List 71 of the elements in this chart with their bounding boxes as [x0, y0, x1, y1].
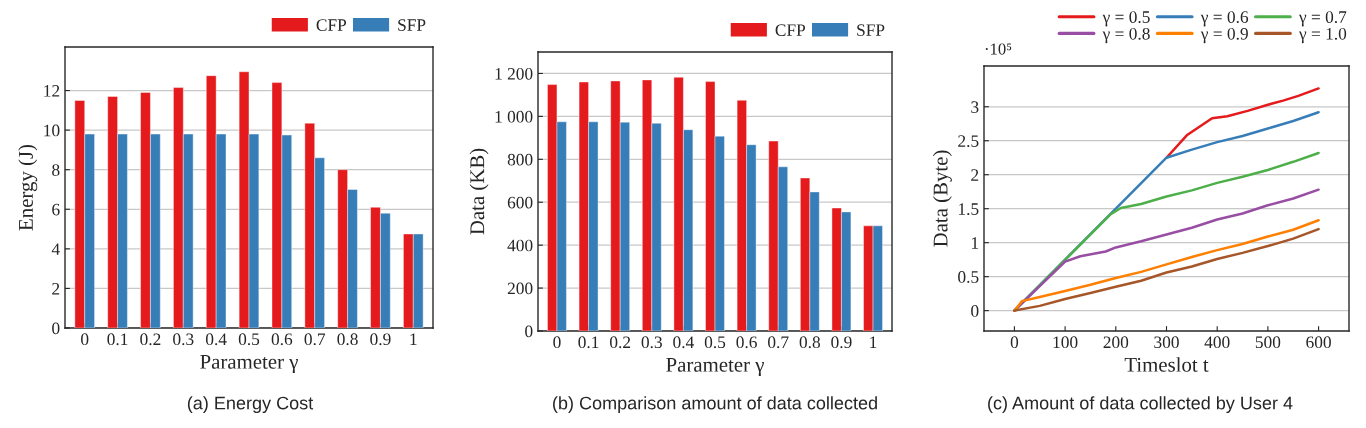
x-tick-label: 0.1 [578, 336, 599, 349]
legend-label: γ = 0.9 [1200, 27, 1248, 44]
x-tick-label: 0.8 [337, 333, 358, 346]
x-tick-label: 100 [1053, 336, 1078, 349]
x-tick-label: 0.9 [370, 333, 391, 346]
y-tick-label: 400 [507, 239, 533, 252]
x-tick-label: 200 [1103, 336, 1129, 349]
x-tick-label: 0 [81, 333, 89, 346]
y-tick-label: 0 [525, 325, 533, 338]
y-tick-label: 800 [507, 153, 533, 166]
y-tick-label: 1.5 [958, 203, 979, 215]
legend-label: CFP [316, 19, 347, 31]
x-tick-label: 0.2 [609, 336, 631, 349]
legend-label: SFP [857, 24, 885, 36]
y-tick-label: 1 000 [495, 110, 533, 123]
y-tick-label: 1 200 [495, 67, 533, 80]
x-tick-label: 0.9 [831, 336, 852, 349]
y-tick-label: 200 [507, 282, 533, 295]
y-axis-title: Data (Byte) [932, 150, 952, 247]
x-tick-label: 0.6 [736, 336, 757, 349]
y-tick-label: 1 [971, 237, 979, 249]
y-tick-label: 6 [52, 203, 60, 216]
x-axis-title: Parameter γ [666, 357, 764, 377]
x-tick-label: 0.4 [673, 336, 694, 349]
text: ·10⁵ [985, 43, 1012, 55]
x-tick-label: 400 [1204, 336, 1230, 349]
x-tick-label: 0.7 [304, 333, 326, 346]
text: (a) Energy Cost [187, 396, 314, 414]
legend-label: γ = 0.7 [1298, 11, 1347, 27]
x-tick-label: 600 [1306, 336, 1331, 349]
legend-label: SFP [398, 19, 426, 31]
y-tick-label: 0 [52, 322, 60, 335]
y-tick-label: 12 [44, 85, 60, 97]
x-tick-label: 0.5 [238, 333, 260, 346]
y-tick-label: 10 [44, 124, 60, 137]
y-tick-label: 2.5 [958, 135, 979, 148]
line-series [1165, 87, 1320, 159]
x-tick-label: 0.6 [271, 333, 293, 346]
y-tick-label: 600 [507, 196, 533, 209]
x-tick-label: 0.3 [641, 336, 662, 349]
legend-label: γ = 1.0 [1298, 27, 1347, 44]
x-axis-title: Parameter γ [200, 354, 298, 374]
y-tick-label: 3 [971, 101, 979, 113]
legend-label: γ = 0.8 [1102, 27, 1150, 44]
legend-label: γ = 0.5 [1102, 11, 1150, 27]
x-tick-label: 0 [553, 336, 561, 349]
y-tick-label: 2 [971, 169, 979, 181]
x-tick-label: 300 [1154, 336, 1179, 349]
y-axis-title: Energy (J) [18, 144, 38, 231]
legend-label: CFP [775, 24, 806, 36]
x-tick-label: 0.7 [768, 336, 789, 349]
y-axis-title: Data (KB) [469, 148, 489, 235]
x-tick-label: 0.4 [205, 333, 227, 346]
y-tick-label: 2 [52, 282, 60, 295]
y-tick-label: 0 [971, 305, 979, 317]
x-tick-label: 0.3 [173, 333, 194, 346]
text: (c) Amount of data collected by User 4 [988, 396, 1293, 414]
x-tick-label: 0 [1010, 336, 1019, 349]
x-tick-label: 0.1 [107, 333, 128, 346]
y-tick-label: 8 [52, 164, 60, 176]
x-tick-label: 0.8 [799, 336, 821, 349]
x-tick-label: 1 [870, 336, 877, 348]
x-tick-label: 0.2 [140, 333, 161, 346]
x-axis-title: Timeslot t [1124, 357, 1209, 372]
x-tick-label: 500 [1255, 336, 1281, 349]
legend-label: γ = 0.6 [1200, 11, 1249, 27]
y-tick-label: 4 [51, 243, 60, 255]
x-tick-label: 1 [410, 333, 417, 345]
y-tick-label: 0.5 [958, 271, 979, 283]
x-tick-label: 0.5 [704, 336, 726, 349]
text: (b) Comparison amount of data collected [553, 396, 877, 414]
